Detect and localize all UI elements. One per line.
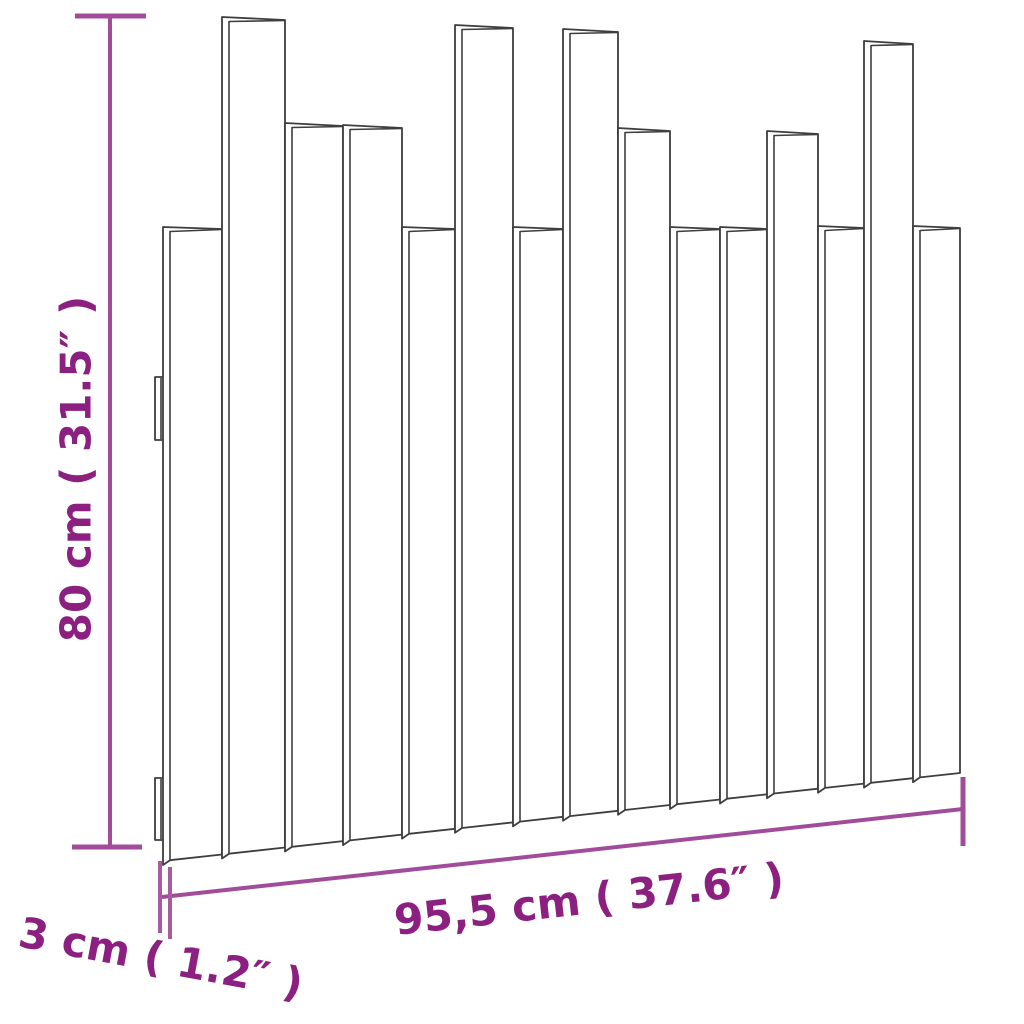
width-dimension-line: [161, 807, 964, 899]
height-dimension: 80 cm ( 31.5″ ): [52, 13, 146, 850]
slat-top-edge: [824, 227, 865, 232]
slat-tall: [863, 40, 914, 789]
slat-tall: [562, 28, 619, 822]
slat-short: [512, 226, 564, 828]
slat-short: [401, 226, 456, 840]
slat-medium: [617, 127, 671, 816]
slat-top-edge: [726, 228, 768, 233]
slat-top-edge: [676, 228, 721, 233]
slat-top-edge: [773, 133, 819, 137]
slat-short: [162, 226, 223, 866]
slat-short: [719, 226, 768, 805]
slat-medium: [284, 122, 344, 853]
slat-top-edge: [408, 228, 456, 233]
slat-top-edge: [228, 19, 286, 23]
headboard-drawing: [154, 16, 961, 866]
slat-top-edge: [624, 130, 671, 134]
slat-short: [669, 226, 721, 810]
slat-top-edge: [349, 127, 403, 131]
slat-top-edge: [519, 228, 564, 233]
slat-top-edge: [169, 228, 223, 233]
slat-medium: [766, 130, 819, 800]
slat-top-edge: [919, 227, 961, 232]
slat-top-edge: [569, 31, 619, 35]
slat-top-edge: [291, 125, 344, 129]
depth-dimension: 3 cm ( 1.2″ ): [15, 861, 307, 1008]
slat-short: [817, 225, 865, 794]
slat-top-edge: [870, 43, 914, 47]
slat-tall: [454, 24, 514, 834]
slat-top-edge: [461, 27, 514, 31]
height-dimension-label: 80 cm ( 31.5″ ): [52, 296, 101, 642]
slat-short: [912, 225, 961, 784]
slat-tall: [221, 16, 286, 860]
slat-medium: [342, 124, 403, 846]
